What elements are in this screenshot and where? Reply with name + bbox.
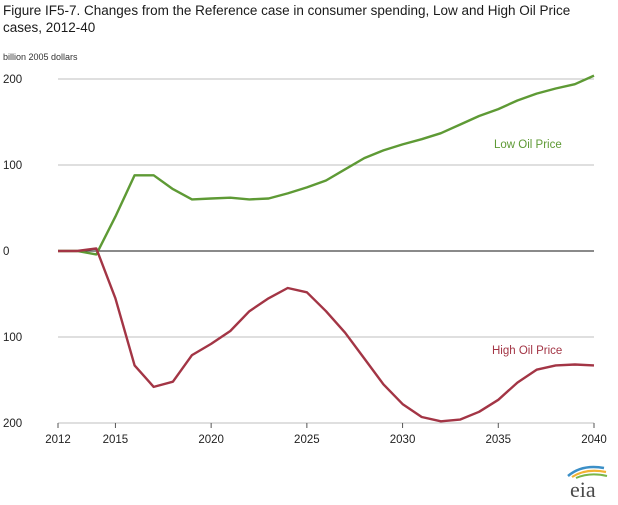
gridlines bbox=[58, 78, 594, 424]
series-lines bbox=[58, 74, 595, 423]
y-tick-label: 100 bbox=[3, 160, 22, 172]
x-tick-label: 2040 bbox=[581, 434, 607, 446]
y-tick-labels: 200 100 0 100 200 bbox=[3, 74, 22, 430]
x-tick-label: 2020 bbox=[198, 434, 224, 446]
x-tick-label: 2025 bbox=[294, 434, 320, 446]
y-tick-label: 0 bbox=[3, 246, 9, 258]
y-tick-label: 100 bbox=[3, 332, 22, 344]
y-tick-label: 200 bbox=[3, 418, 22, 430]
y-axis-unit-label: billion 2005 dollars bbox=[3, 52, 78, 62]
low-oil-price-label: Low Oil Price bbox=[494, 139, 562, 151]
y-tick-label: 200 bbox=[3, 74, 22, 86]
x-axis: 2012 2015 2020 2025 2030 2035 2040 bbox=[45, 423, 607, 446]
x-tick-label: 2012 bbox=[45, 434, 71, 446]
x-tick-label: 2030 bbox=[390, 434, 416, 446]
high-oil-price-label: High Oil Price bbox=[492, 345, 562, 357]
high-oil-price-line bbox=[58, 247, 595, 423]
series-annotations: Low Oil Price High Oil Price bbox=[492, 139, 562, 357]
eia-logo-text: eia bbox=[570, 477, 596, 502]
x-tick-label: 2015 bbox=[103, 434, 129, 446]
low-oil-price-line bbox=[58, 74, 595, 256]
eia-logo-icon bbox=[567, 465, 608, 479]
x-tick-label: 2035 bbox=[485, 434, 511, 446]
chart-title: Figure IF5-7. Changes from the Reference… bbox=[3, 3, 571, 35]
